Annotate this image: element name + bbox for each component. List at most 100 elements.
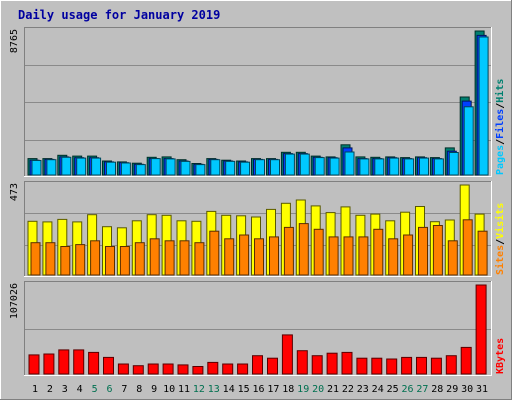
bar-kbytes-day-13 [207, 361, 219, 375]
bar-pages-day-7 [120, 162, 131, 176]
bar-sites-day-9 [149, 238, 160, 276]
bar-kbytes-day-21 [326, 352, 338, 375]
bar-sites-day-15 [239, 234, 250, 276]
legend-files: Files [494, 109, 506, 139]
legend-separator: / [495, 239, 506, 245]
bar-sites-day-11 [179, 240, 190, 276]
bar-pages-day-14 [225, 160, 236, 176]
bar-sites-day-27 [418, 226, 428, 276]
bar-pages-day-27 [419, 157, 429, 176]
bar-pages-day-17 [270, 159, 280, 176]
x-tick-label-day-12: 12 [193, 384, 205, 395]
legend-visits: Visits [494, 203, 506, 239]
bar-pages-day-10 [165, 158, 176, 176]
x-tick-label-day-15: 15 [238, 384, 250, 395]
bar-kbytes-day-17 [267, 357, 278, 375]
x-tick-label-day-26: 26 [401, 384, 413, 395]
bar-pages-day-15 [240, 161, 251, 176]
x-tick-label-day-13: 13 [208, 384, 220, 395]
legend-separator: / [495, 139, 506, 145]
bar-sites-day-14 [224, 238, 235, 276]
series-legend: KBytes [495, 338, 506, 374]
bar-pages-day-30 [463, 106, 474, 176]
legend-sites: Sites [494, 245, 506, 275]
bar-sites-day-22 [343, 236, 354, 276]
y-max-label: 107026 [9, 283, 20, 319]
x-tick-label-day-8: 8 [136, 384, 142, 395]
bar-kbytes-day-20 [311, 355, 323, 375]
bar-sites-day-19 [298, 223, 309, 276]
bar-kbytes-day-28 [430, 357, 442, 375]
bar-pages-day-5 [91, 157, 102, 176]
x-tick-label-day-1: 1 [32, 384, 38, 395]
x-tick-label-day-14: 14 [223, 384, 235, 395]
bar-kbytes-day-22 [341, 351, 353, 375]
x-tick-label-day-22: 22 [342, 384, 354, 395]
bar-kbytes-day-26 [401, 356, 413, 375]
x-tick-label-day-27: 27 [416, 384, 428, 395]
bar-kbytes-day-2 [43, 353, 55, 375]
legend-pages: Pages [495, 145, 506, 175]
x-tick-label-day-20: 20 [312, 384, 324, 395]
bar-sites-day-23 [358, 236, 369, 276]
bar-kbytes-day-1 [28, 354, 40, 375]
x-tick-label-day-19: 19 [297, 384, 309, 395]
bar-sites-day-29 [447, 240, 458, 276]
y-max-label: 8765 [9, 29, 20, 53]
bar-pages-day-11 [180, 160, 191, 176]
bar-kbytes-day-10 [162, 363, 174, 375]
series-legend: Sites/Visits [494, 203, 506, 275]
x-tick-label-day-7: 7 [121, 384, 127, 395]
bar-kbytes-day-30 [460, 346, 472, 375]
bar-pages-day-9 [150, 158, 161, 176]
x-tick-label-day-23: 23 [357, 384, 369, 395]
bar-pages-day-25 [389, 157, 400, 176]
bar-kbytes-day-19 [296, 350, 308, 375]
bar-kbytes-day-6 [103, 356, 114, 375]
bar-kbytes-day-8 [132, 365, 144, 375]
bar-sites-day-30 [462, 219, 473, 276]
bar-pages-day-21 [329, 157, 340, 176]
x-tick-label-day-4: 4 [77, 384, 83, 395]
x-tick-label-day-29: 29 [446, 384, 458, 395]
bar-kbytes-day-12 [192, 366, 204, 375]
bar-pages-day-3 [61, 156, 72, 176]
bar-sites-day-21 [328, 236, 339, 276]
bar-kbytes-day-16 [252, 355, 263, 375]
bar-sites-day-25 [388, 238, 399, 276]
bar-sites-day-28 [432, 225, 443, 276]
bar-kbytes-day-18 [281, 334, 293, 375]
y-max-label: 473 [9, 183, 20, 201]
bar-sites-day-18 [283, 226, 294, 276]
bar-sites-day-26 [403, 234, 414, 276]
bar-sites-day-6 [105, 246, 115, 276]
bar-kbytes-day-24 [371, 357, 383, 375]
bar-sites-day-4 [75, 244, 86, 276]
x-tick-label-day-11: 11 [178, 384, 190, 395]
bar-kbytes-day-5 [88, 351, 100, 375]
x-tick-label-day-5: 5 [92, 384, 98, 395]
bar-pages-day-18 [284, 153, 295, 176]
legend-separator: / [495, 103, 506, 109]
x-tick-label-day-17: 17 [267, 384, 279, 395]
x-tick-label-day-2: 2 [47, 384, 53, 395]
bar-kbytes-day-25 [386, 358, 398, 375]
bar-kbytes-day-14 [222, 363, 234, 375]
bar-sites-day-20 [313, 228, 324, 276]
bar-pages-day-28 [433, 158, 444, 176]
bar-kbytes-day-29 [445, 355, 457, 375]
bar-sites-day-1 [30, 242, 41, 276]
bar-sites-day-10 [164, 240, 175, 276]
x-tick-label-day-24: 24 [372, 384, 384, 395]
bar-sites-day-3 [60, 246, 71, 276]
bar-kbytes-day-31 [475, 284, 487, 375]
x-tick-label-day-18: 18 [282, 384, 294, 395]
x-tick-label-day-30: 30 [461, 384, 473, 395]
legend-hits: Hits [494, 79, 506, 103]
bar-sites-day-2 [45, 242, 56, 276]
bar-sites-day-31 [477, 230, 488, 276]
bar-sites-day-24 [373, 228, 384, 276]
bar-kbytes-day-11 [177, 364, 189, 375]
x-tick-label-day-9: 9 [151, 384, 157, 395]
bar-pages-day-26 [404, 158, 415, 176]
